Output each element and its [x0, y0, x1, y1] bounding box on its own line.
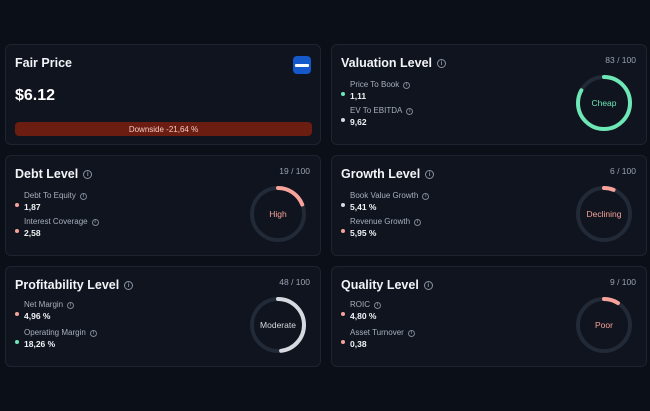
info-icon[interactable]: i — [124, 280, 134, 290]
gauge-label: Moderate — [260, 320, 296, 330]
status-dot — [15, 340, 19, 344]
info-icon[interactable]: i — [83, 169, 93, 179]
company-logo-icon — [293, 56, 311, 74]
metric-label: Asset Turnover i — [350, 328, 415, 337]
metric-label: ROIC i — [350, 300, 381, 309]
debt-level-card: Debt Level i 19 / 100 Debt To Equity i 1,… — [5, 155, 321, 256]
gauge-arc — [576, 75, 632, 131]
info-icon[interactable]: i — [403, 82, 411, 89]
status-dot — [15, 229, 19, 233]
debt-level-title: Debt Level i — [15, 167, 93, 181]
valuation-gauge: Cheap — [576, 75, 632, 131]
gauge-label: Cheap — [591, 98, 617, 108]
profitability-level-title: Profitability Level i — [15, 278, 134, 292]
status-dot — [15, 312, 19, 316]
info-icon[interactable]: i — [422, 193, 430, 200]
quality-level-card: Quality Level i 9 / 100 ROIC i 4,80 % Ass… — [331, 266, 647, 367]
gauge-ring — [576, 186, 632, 242]
info-icon[interactable]: i — [406, 108, 414, 115]
card-title-text: Debt Level — [15, 167, 79, 181]
valuation-level-card: Valuation Level i 83 / 100 Price To Book… — [331, 44, 647, 145]
metric-value: 4,80 % — [350, 311, 377, 321]
profitability-level-card: Profitability Level i 48 / 100 Net Margi… — [5, 266, 321, 367]
status-dot — [341, 312, 345, 316]
card-title-text: Growth Level — [341, 167, 421, 181]
profitability-score: 48 / 100 — [279, 277, 310, 287]
gauge-arc — [576, 186, 632, 242]
gauge-ring — [250, 186, 306, 242]
info-icon[interactable]: i — [91, 219, 99, 226]
quality-gauge: Poor — [576, 297, 632, 353]
metric-label: Operating Margin i — [24, 328, 97, 337]
gauge-arc — [250, 186, 306, 242]
metric-label: Debt To Equity i — [24, 191, 87, 200]
growth-gauge: Declining — [576, 186, 632, 242]
info-icon[interactable]: i — [414, 219, 422, 226]
profitability-gauge: Moderate — [250, 297, 306, 353]
metric-value: 4,96 % — [24, 311, 51, 321]
metric-value: 0,38 — [350, 339, 367, 349]
status-dot — [341, 118, 345, 122]
metric-value: 18,26 % — [24, 339, 56, 349]
debt-gauge: High — [250, 186, 306, 242]
growth-level-card: Growth Level i 6 / 100 Book Value Growth… — [331, 155, 647, 256]
info-icon[interactable]: i — [425, 169, 435, 179]
gauge-label: Declining — [586, 209, 622, 219]
fair-price-value: $6.12 — [15, 87, 56, 104]
fair-price-title: Fair Price — [15, 56, 72, 70]
quality-level-title: Quality Level i — [341, 278, 433, 292]
info-icon[interactable]: i — [374, 302, 381, 309]
gauge-arc — [576, 297, 632, 353]
info-icon[interactable]: i — [79, 193, 87, 200]
fair-price-card: Fair Price $6.12 Downside -21,64 % — [5, 44, 321, 145]
status-dot — [341, 203, 345, 207]
card-title-text: Valuation Level — [341, 56, 433, 70]
metric-label: Price To Book i — [350, 80, 411, 89]
metric-value: 1,87 — [24, 202, 41, 212]
info-icon[interactable]: i — [407, 330, 415, 337]
status-dot — [341, 92, 345, 96]
info-icon[interactable]: i — [67, 302, 75, 309]
metric-label: EV To EBITDA i — [350, 106, 414, 115]
status-dot — [341, 340, 345, 344]
status-dot — [15, 203, 19, 207]
info-icon[interactable]: i — [437, 58, 447, 68]
card-title-text: Profitability Level — [15, 278, 120, 292]
info-icon[interactable]: i — [89, 330, 97, 337]
gauge-label: High — [269, 209, 287, 219]
quality-score: 9 / 100 — [610, 277, 636, 287]
metric-value: 5,41 % — [350, 202, 377, 212]
gauge-ring — [576, 297, 632, 353]
card-title-text: Quality Level — [341, 278, 419, 292]
valuation-level-title: Valuation Level i — [341, 56, 447, 70]
debt-score: 19 / 100 — [279, 166, 310, 176]
valuation-score: 83 / 100 — [605, 55, 636, 65]
gauge-label: Poor — [595, 320, 613, 330]
metric-value: 1,11 — [350, 91, 367, 101]
info-icon[interactable]: i — [423, 280, 433, 290]
gauge-ring — [576, 75, 632, 131]
metric-value: 9,62 — [350, 117, 367, 127]
gauge-arc — [250, 297, 306, 353]
downside-badge: Downside -21,64 % — [15, 122, 312, 136]
gauge-ring — [250, 297, 306, 353]
growth-score: 6 / 100 — [610, 166, 636, 176]
metric-value: 5,95 % — [350, 228, 377, 238]
metric-label: Net Margin i — [24, 300, 75, 309]
growth-level-title: Growth Level i — [341, 167, 435, 181]
metric-label: Book Value Growth i — [350, 191, 430, 200]
status-dot — [341, 229, 345, 233]
metric-value: 2,58 — [24, 228, 41, 238]
metric-label: Revenue Growth i — [350, 217, 422, 226]
metric-label: Interest Coverage i — [24, 217, 99, 226]
